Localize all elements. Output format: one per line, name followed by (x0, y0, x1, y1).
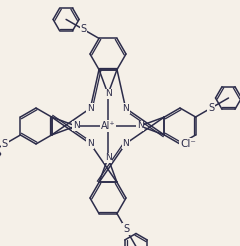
Text: Cl⁻: Cl⁻ (180, 139, 196, 149)
Text: S: S (2, 139, 8, 149)
Text: S: S (208, 103, 214, 113)
Text: N: N (73, 122, 79, 130)
Text: N: N (87, 139, 94, 148)
Text: S: S (80, 24, 86, 34)
Text: Al⁺: Al⁺ (101, 121, 115, 131)
Text: N: N (105, 90, 111, 98)
Text: N: N (122, 104, 129, 113)
Text: N: N (87, 104, 94, 113)
Text: S: S (123, 224, 129, 234)
Text: N: N (137, 122, 143, 130)
Text: N: N (105, 154, 111, 163)
Text: N: N (122, 139, 129, 148)
